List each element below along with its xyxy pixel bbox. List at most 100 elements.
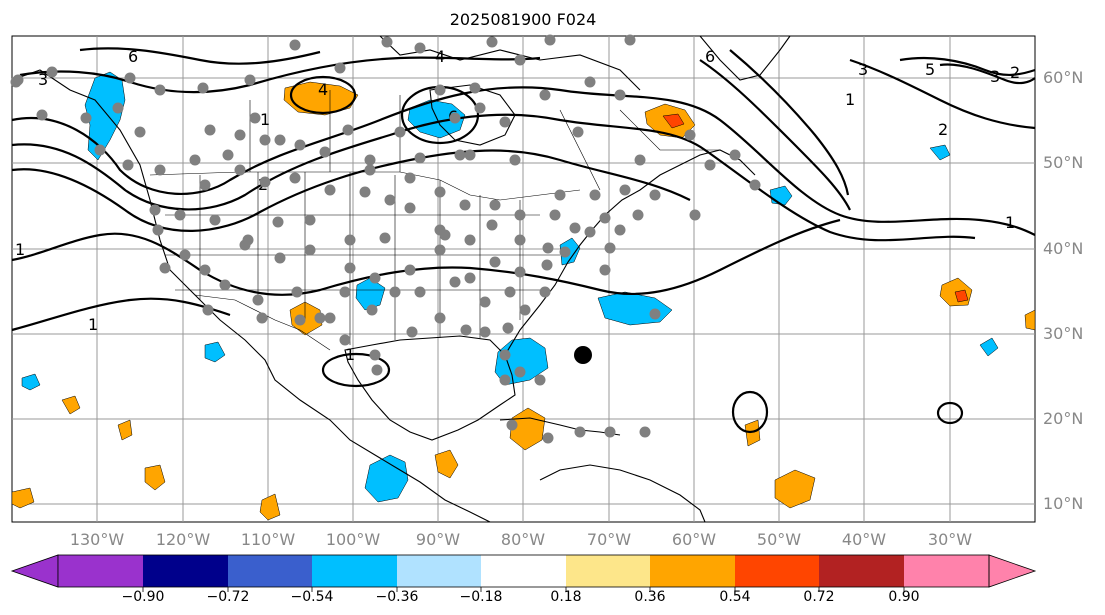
station-dot [369,272,381,284]
station-dot [12,74,24,86]
station-dot [274,134,286,146]
contour-label: 2 [938,120,948,139]
lon-label: 30°W [928,530,972,549]
station-dot [272,216,284,228]
shade-region [117,419,133,441]
lon-label: 130°W [70,530,125,549]
shade-region [21,373,41,391]
colorbar-tick-label: 0.72 [803,589,834,605]
station-dot [304,214,316,226]
station-dot [434,84,446,96]
station-dot [342,124,354,136]
colorbar-bin [566,555,650,587]
colorbar-tick-label: −0.72 [207,589,250,605]
station-dot [414,286,426,298]
station-dot [291,286,303,298]
lon-label: 100°W [326,530,381,549]
station-dot [514,366,526,378]
station-dot [519,304,531,316]
station-dot [604,426,616,438]
station-dot [554,189,566,201]
contour-closed-loop [321,352,391,388]
station-dot [572,126,584,138]
gulf-coast [344,335,516,441]
station-dot [624,34,636,46]
colorbar-tick-label: 0.18 [550,589,581,605]
station-dot [414,42,426,54]
contour-line [899,56,1036,76]
contour-line [849,58,1036,130]
station-dot [152,224,164,236]
station-dot [514,209,526,221]
station-dot [489,199,501,211]
longitude-labels: 130°W 120°W 110°W 100°W 90°W 80°W 70°W 6… [70,530,972,549]
station-dot [202,304,214,316]
lat-label: 40°N [1043,239,1083,258]
contour-label: 1 [88,315,98,334]
station-dot [199,179,211,191]
contour-line [79,47,321,65]
station-dot [514,234,526,246]
station-dot [434,186,446,198]
positive-anomaly-shading [11,81,1036,521]
station-dot [384,194,396,206]
contour-label: 1 [345,345,355,364]
station-dot [486,36,498,48]
station-dot [689,209,701,221]
contour-label: 4 [318,80,328,99]
station-dot [324,184,336,196]
station-dot [499,374,511,386]
station-dot [506,419,518,431]
station-dot [94,144,106,156]
contour-label: 1 [260,110,270,129]
contour-label: 6 [128,47,138,66]
figure-title: 2025081900 F024 [450,10,597,29]
colorbar-bin [650,555,735,587]
station-dot [486,219,498,231]
colorbar-tick-label: −0.36 [376,589,419,605]
station-dot [542,242,554,254]
station-dot [80,112,92,124]
colorbar-bin [735,555,819,587]
station-dot [464,149,476,161]
station-dot [649,189,661,201]
station-dot [124,72,136,84]
shade-region [954,289,969,303]
coastlines [11,35,791,523]
station-dot [499,116,511,128]
station-dot [289,39,301,51]
station-dot [649,308,661,320]
colorbar-tick-label: 0.90 [888,589,919,605]
cyclone-position-marker [574,346,592,364]
station-dot [639,426,651,438]
station-dot [189,154,201,166]
shade-region [434,449,459,479]
shade-region [662,113,685,129]
station-dots [10,34,761,444]
station-dot [344,234,356,246]
lon-label: 90°W [416,530,460,549]
station-dot [304,244,316,256]
south-america-coast [539,464,706,523]
colorbar-bin [397,555,481,587]
station-dot [259,134,271,146]
caribbean-islands [499,417,621,436]
shade-region [774,469,816,509]
station-dot [460,324,472,336]
station-dot [749,179,761,191]
contour-label: 6 [705,47,715,66]
lon-label: 40°W [842,530,886,549]
station-dot [256,312,268,324]
colorbar-tick-label: −0.54 [291,589,334,605]
north-america-coast [11,69,491,523]
station-dot [154,84,166,96]
canadian-arctic [379,35,641,91]
us-mexico-border [194,294,331,351]
colorbar-bin [819,555,904,587]
station-dot [454,149,466,161]
station-dot [389,286,401,298]
station-dot [559,246,571,258]
station-dot [534,374,546,386]
station-dot [474,102,486,114]
station-dot [239,239,251,251]
